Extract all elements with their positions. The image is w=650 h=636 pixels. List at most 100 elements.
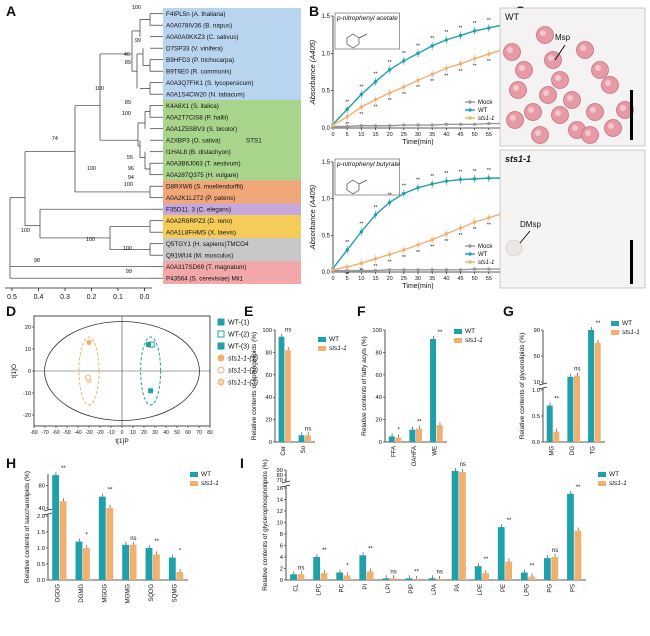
taxon-label: A0A1S4CW20 (N. tabacum): [166, 92, 245, 99]
bar-sts1-1: [594, 343, 601, 442]
bootstrap-value: 99: [126, 269, 132, 275]
legend-marker-wt: [217, 318, 225, 326]
pollen-highlight: [590, 107, 596, 113]
significance-label: *: [346, 564, 349, 570]
data-point-sts1-1: [387, 91, 392, 95]
category-label: TG: [591, 446, 597, 455]
x-tick-label: 15: [372, 132, 378, 138]
y-tick-label: 1.0: [37, 546, 45, 552]
legend-marker-sts1-1: [468, 116, 472, 120]
bar-wt: [520, 572, 528, 580]
bar-wt: [567, 493, 574, 580]
dmsp-label: DMsp: [520, 220, 541, 229]
bar-sts1-1: [366, 571, 374, 580]
legend-label-wt: WT: [622, 320, 632, 327]
axis-break-gap: [282, 482, 290, 486]
significance-star: **: [359, 112, 363, 118]
degenerated-pollen: [505, 239, 523, 257]
data-point-mock: [387, 124, 392, 128]
legend-label-sts1-1: sts1-1: [478, 116, 494, 122]
clade-box-green: [163, 100, 301, 181]
clade-box-grey: [163, 238, 301, 261]
data-point-mock: [430, 268, 434, 272]
significance-label: ns: [390, 569, 396, 575]
taxon-label: A0A2T7CIS8 (P. hallii): [166, 115, 228, 122]
x-tick-label: 20: [387, 276, 393, 282]
data-point-sts1-1: [373, 97, 378, 102]
significance-label: **: [322, 548, 327, 554]
data-point-wt: [345, 248, 349, 252]
y-tick-label: 0.5: [322, 89, 331, 95]
bar-sts1-1: [59, 501, 67, 580]
x-tick-label: -50: [63, 430, 70, 436]
y-tick-label: 8: [280, 532, 283, 538]
data-point-sts1-1: [402, 248, 406, 252]
panel-b-absorbance-curves: B0.00.51.01.5051015202530354045505560Tim…: [308, 3, 506, 290]
data-point-mock: [402, 268, 406, 272]
category-label: So: [301, 445, 307, 453]
significance-star: **: [444, 30, 448, 36]
legend-marker-sts1: [217, 354, 225, 362]
x-tick-label: 25: [401, 132, 407, 138]
panel-label: A: [6, 3, 16, 19]
data-point-wt: [416, 51, 420, 56]
significance-star: **: [459, 25, 463, 31]
legend-label: sts1-1-(3): [228, 380, 258, 387]
significance-label: **: [108, 488, 113, 494]
category-label: CL: [294, 583, 300, 591]
significance-star: **: [459, 69, 463, 75]
data-point-sts1-1: [331, 268, 335, 272]
data-point-sts1-1: [444, 66, 449, 70]
significance-label: **: [484, 557, 489, 563]
taxon-label: A0A1Z5SBV3 (S. bicolor): [166, 126, 237, 133]
data-point-sts1-1: [359, 105, 364, 109]
taxon-label: A0A2R8RPZ3 (D. rerio): [166, 218, 232, 225]
bar-wt: [430, 338, 437, 442]
sts1-point-3: [86, 378, 92, 384]
bootstrap-value: 100: [132, 5, 141, 11]
wt-label: WT: [505, 12, 519, 22]
data-point-wt: [458, 177, 463, 182]
x-tick-label: 70: [196, 430, 202, 436]
y-tick-label: 20: [376, 418, 382, 424]
pollen-highlight: [555, 75, 561, 81]
x-tick-label: 25: [401, 276, 407, 282]
data-point-wt: [472, 177, 477, 181]
bootstrap-value: 100: [122, 111, 131, 117]
taxon-label: A0A3Q7FIK1 (S. lycopersicum): [166, 80, 254, 87]
scale-tick-label: 0.4: [34, 294, 44, 301]
data-point-sts1-1: [487, 216, 491, 220]
category-label: PA: [455, 584, 461, 592]
significance-label: ns: [130, 536, 136, 542]
significance-label: ns: [285, 328, 291, 334]
clade-box-blue: [163, 8, 301, 100]
legend-label: sts1-1-(2): [228, 368, 258, 375]
panel-label: D: [6, 303, 16, 319]
y-tick-label: 40: [39, 506, 45, 512]
y-tick-label: 0.5: [532, 414, 540, 420]
data-point-sts1-1: [345, 265, 349, 269]
legend-swatch-sts1-1: [318, 346, 326, 351]
significance-label: ns: [574, 367, 580, 373]
data-point-mock: [458, 122, 463, 126]
data-point-mock: [472, 267, 477, 271]
significance-star: **: [487, 223, 491, 229]
legend-swatch-wt: [190, 472, 198, 477]
y-tick-label: 0.0: [322, 126, 331, 132]
x-tick-label: 45: [457, 132, 463, 138]
legend-label-sts1-1: sts1-1: [478, 260, 494, 266]
data-point-sts1-1: [444, 232, 449, 236]
data-point-mock: [472, 122, 477, 126]
data-point-mock: [487, 121, 491, 126]
significance-label: **: [576, 485, 581, 491]
wt-point-1: [145, 342, 151, 348]
legend-swatch-wt: [318, 337, 326, 342]
y-tick-label: 0.0: [322, 270, 331, 276]
legend-swatch-sts1-1: [454, 338, 462, 343]
category-label: DGDG: [56, 584, 62, 602]
x-tick-label: -20: [96, 430, 103, 436]
clade-box-pink: [163, 261, 301, 284]
x-tick-label: 50: [472, 276, 478, 282]
y-tick-label: 1.5: [322, 14, 331, 20]
taxon-label: A0A0A0KXZ3 (C. sativus): [166, 34, 238, 41]
